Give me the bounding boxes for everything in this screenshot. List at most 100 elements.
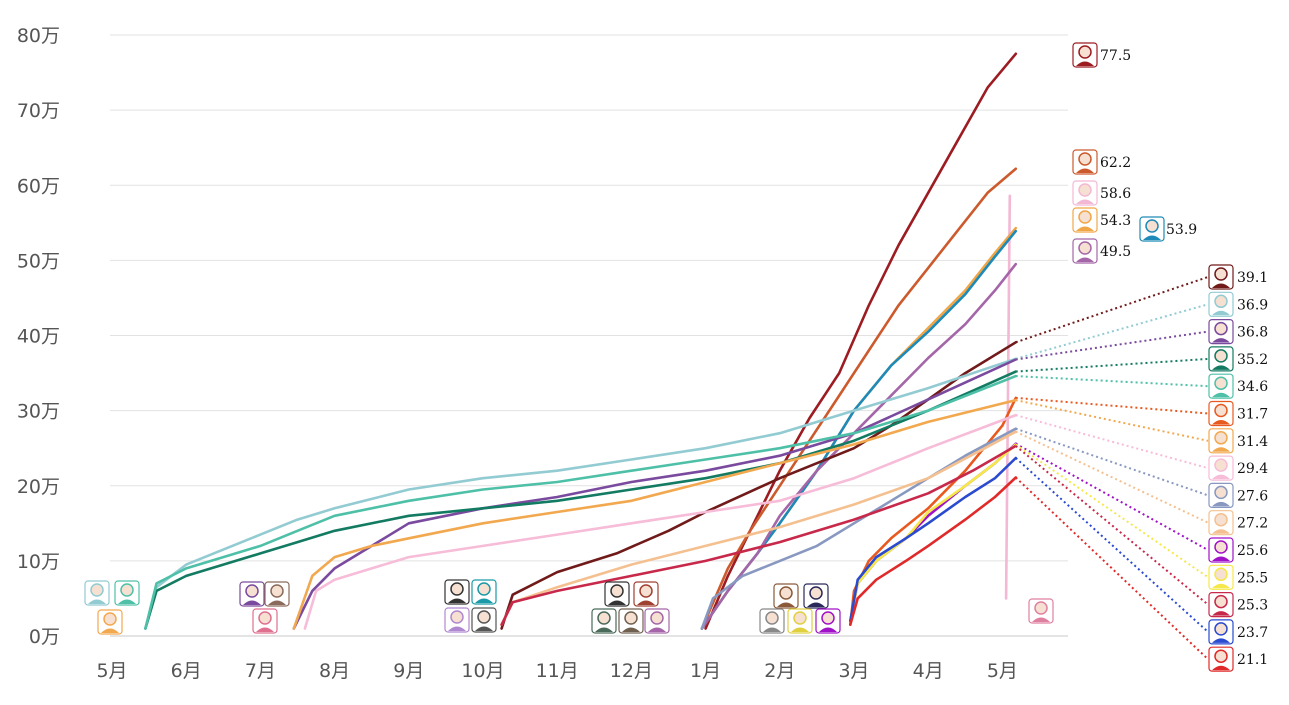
series-line <box>292 398 1018 630</box>
avatar-icon <box>1208 537 1234 563</box>
x-tick-label: 6月 <box>171 660 202 682</box>
x-tick-label: 10月 <box>461 660 504 682</box>
series-line <box>1004 194 1012 600</box>
avatar-icon <box>1208 373 1234 399</box>
y-tick-label: 0万 <box>29 626 60 648</box>
label-connector <box>1015 443 1209 579</box>
x-tick-label: 12月 <box>610 660 653 682</box>
x-tick-label: 3月 <box>838 660 869 682</box>
avatar-icon <box>97 609 123 635</box>
series-line <box>144 374 1018 630</box>
avatar-icon <box>1208 482 1234 508</box>
label-connector <box>1015 396 1209 415</box>
series-line <box>144 370 1018 630</box>
label-connector <box>1015 442 1209 551</box>
label-connector <box>1015 414 1209 470</box>
avatar-icon <box>471 579 497 605</box>
end-value-label: 53.9 <box>1166 222 1197 238</box>
x-axis: 5月 6月 7月 8月 9月 10月 11月 12月 1月 2月 3月 4月 5月 <box>96 660 1017 682</box>
series-line <box>704 52 1018 630</box>
end-value-label: 39.1 <box>1237 270 1268 286</box>
avatar-icon <box>444 607 470 633</box>
end-value-label: 27.2 <box>1237 516 1268 532</box>
label-connector <box>1015 357 1209 373</box>
series-line <box>849 456 1018 623</box>
end-value-label: 35.2 <box>1237 352 1268 368</box>
avatar-icon <box>1072 238 1098 264</box>
avatar-icon <box>1139 216 1165 242</box>
label-connector <box>1015 457 1209 633</box>
end-value-label: 62.2 <box>1100 155 1131 171</box>
avatar-icon <box>1208 619 1234 645</box>
label-connector <box>1015 276 1209 344</box>
series-line <box>849 443 1018 623</box>
end-value-label: 36.8 <box>1237 325 1268 341</box>
end-value-label: 36.9 <box>1237 297 1268 313</box>
avatar-icon <box>1028 598 1054 624</box>
avatar-icon <box>1208 319 1234 345</box>
y-tick-label: 30万 <box>17 401 60 423</box>
end-value-label: 27.6 <box>1237 488 1268 504</box>
gridlines <box>110 34 1068 637</box>
avatar-icon <box>759 608 785 634</box>
avatar-icon <box>618 608 644 634</box>
end-value-label: 31.4 <box>1237 434 1268 450</box>
y-tick-label: 50万 <box>17 250 60 272</box>
y-tick-label: 70万 <box>17 100 60 122</box>
avatar-icon <box>1072 42 1098 68</box>
avatar-icon <box>1208 346 1234 372</box>
avatar-icon <box>1208 455 1234 481</box>
y-tick-label: 20万 <box>17 476 60 498</box>
avatar-icon <box>604 581 630 607</box>
avatar-icon <box>1208 400 1234 427</box>
avatar-icon <box>444 579 470 605</box>
avatar-icon <box>1072 207 1098 233</box>
end-value-label: 77.5 <box>1100 48 1131 64</box>
avatar-icon <box>1208 264 1234 290</box>
label-connector <box>1015 445 1209 606</box>
y-axis: 0万 10万 20万 30万 40万 50万 60万 70万 80万 <box>17 25 60 648</box>
avatar-icon <box>633 581 659 607</box>
end-value-label: 21.1 <box>1237 652 1268 668</box>
x-tick-label: 5月 <box>96 660 127 682</box>
avatar-icon <box>815 608 841 634</box>
avatar-icon <box>803 583 829 609</box>
end-value-labels: 77.5 62.2 58.6 54.3 53.9 49.5 39.1 36.9 36.8 35.2… <box>1100 48 1268 668</box>
y-tick-label: 10万 <box>17 551 60 573</box>
label-connector <box>1015 330 1209 361</box>
avatar-icon <box>1208 591 1234 618</box>
avatar-icon <box>471 607 497 633</box>
end-value-label: 25.6 <box>1237 543 1268 559</box>
series-lines <box>144 52 1018 630</box>
avatar-icon <box>1208 564 1234 590</box>
x-tick-label: 7月 <box>245 660 276 682</box>
end-value-label: 34.6 <box>1237 379 1268 395</box>
avatar-icons <box>84 42 1234 672</box>
series-line <box>700 167 1018 630</box>
end-value-label: 23.7 <box>1237 625 1268 641</box>
avatar-icon <box>591 608 617 634</box>
end-value-label: 31.7 <box>1237 407 1268 423</box>
avatar-icon <box>239 581 265 607</box>
label-connector <box>1015 375 1209 388</box>
y-tick-label: 60万 <box>17 175 60 197</box>
x-tick-label: 11月 <box>536 660 579 682</box>
end-value-label: 49.5 <box>1100 244 1131 260</box>
avatar-icon <box>114 580 140 606</box>
y-tick-label: 40万 <box>17 326 60 348</box>
avatar-icon <box>644 608 670 634</box>
avatar-icon <box>264 581 290 607</box>
end-value-label: 29.4 <box>1237 461 1268 477</box>
series-line <box>144 357 1018 630</box>
x-tick-label: 1月 <box>690 660 721 682</box>
x-tick-label: 4月 <box>913 660 944 682</box>
series-line <box>849 476 1018 626</box>
label-connector <box>1015 427 1209 497</box>
avatar-icon <box>1072 149 1098 175</box>
avatar-icon <box>1208 646 1234 672</box>
x-tick-label: 8月 <box>319 660 350 682</box>
label-connector <box>1015 303 1209 360</box>
avatar-icon <box>1208 510 1234 536</box>
end-value-label: 25.3 <box>1237 598 1268 614</box>
